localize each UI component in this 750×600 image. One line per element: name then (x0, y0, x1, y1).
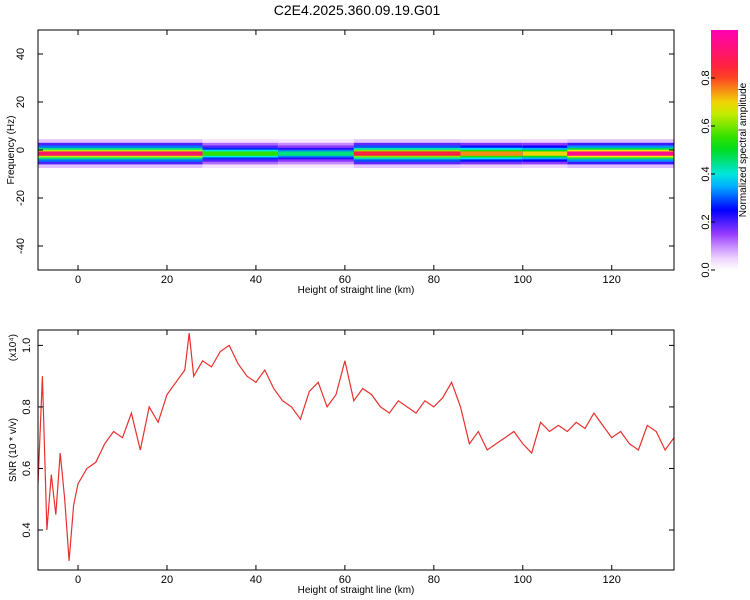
colorbar-tick-label-1: 0.2 (700, 214, 712, 229)
heatmap-band-0-layer-5 (38, 151, 203, 156)
top-xtick-label-3: 60 (339, 274, 351, 286)
colorbar-tick-label-2: 0.4 (700, 166, 712, 181)
top-xaxis-label: Height of straight line (km) (298, 285, 415, 296)
heatmap-band-3-layer-5 (353, 151, 461, 156)
chart-title: C2E4.2025.360.09.19.G01 (273, 2, 441, 18)
top-yaxis-label: Frequency (Hz) (6, 116, 17, 185)
bottom-ytick-label-0: 0.4 (21, 522, 33, 537)
bottom-xtick-label-4: 80 (428, 574, 440, 586)
heatmap-band-6-layer-5 (567, 151, 674, 156)
colorbar-tick-label-4: 0.8 (700, 70, 712, 85)
bottom-ytick-label-1: 0.6 (21, 461, 33, 476)
heatmap-band-1-layer-5 (202, 151, 279, 156)
top-ytick-label-3: 20 (15, 96, 27, 108)
bottom-xtick-label-5: 100 (514, 574, 532, 586)
colorbar-label: Normalized spectral amplitude (738, 82, 749, 217)
bottom-xtick-label-2: 40 (250, 574, 262, 586)
bottom-ytick-label-3: 1.0 (21, 338, 33, 353)
bottom-xaxis-label: Height of straight line (km) (298, 585, 415, 596)
bottom-xtick-label-3: 60 (339, 574, 351, 586)
heatmap-band-2-layer-5 (278, 151, 354, 156)
colorbar (711, 30, 738, 270)
colorbar-tick-label-3: 0.6 (700, 118, 712, 133)
top-ytick-label-1: -20 (15, 190, 27, 206)
bottom-xtick-label-0: 0 (75, 574, 81, 586)
bottom-yaxis-label: SNR (10 * v/v) (8, 418, 19, 482)
heatmap-band-5-layer-5 (522, 151, 568, 156)
heatmap-band-4-layer-5 (460, 151, 523, 156)
top-xtick-label-5: 100 (514, 274, 532, 286)
bottom-ytick-label-2: 0.8 (21, 399, 33, 414)
top-xtick-label-6: 120 (603, 274, 621, 286)
top-ytick-label-0: -40 (15, 238, 27, 254)
top-ytick-label-2: 0 (15, 147, 27, 153)
top-xtick-label-2: 40 (250, 274, 262, 286)
top-ytick-label-4: 40 (15, 48, 27, 60)
bottom-plot-frame (37, 329, 675, 571)
bottom-xtick-label-6: 120 (603, 574, 621, 586)
bottom-xtick-label-1: 20 (161, 574, 173, 586)
colorbar-tick-label-0: 0.0 (700, 262, 712, 277)
bottom-yscale-label: (x10⁴) (8, 334, 19, 361)
top-xtick-label-0: 0 (75, 274, 81, 286)
snr-line (38, 333, 674, 561)
top-xtick-label-1: 20 (161, 274, 173, 286)
top-xtick-label-4: 80 (428, 274, 440, 286)
